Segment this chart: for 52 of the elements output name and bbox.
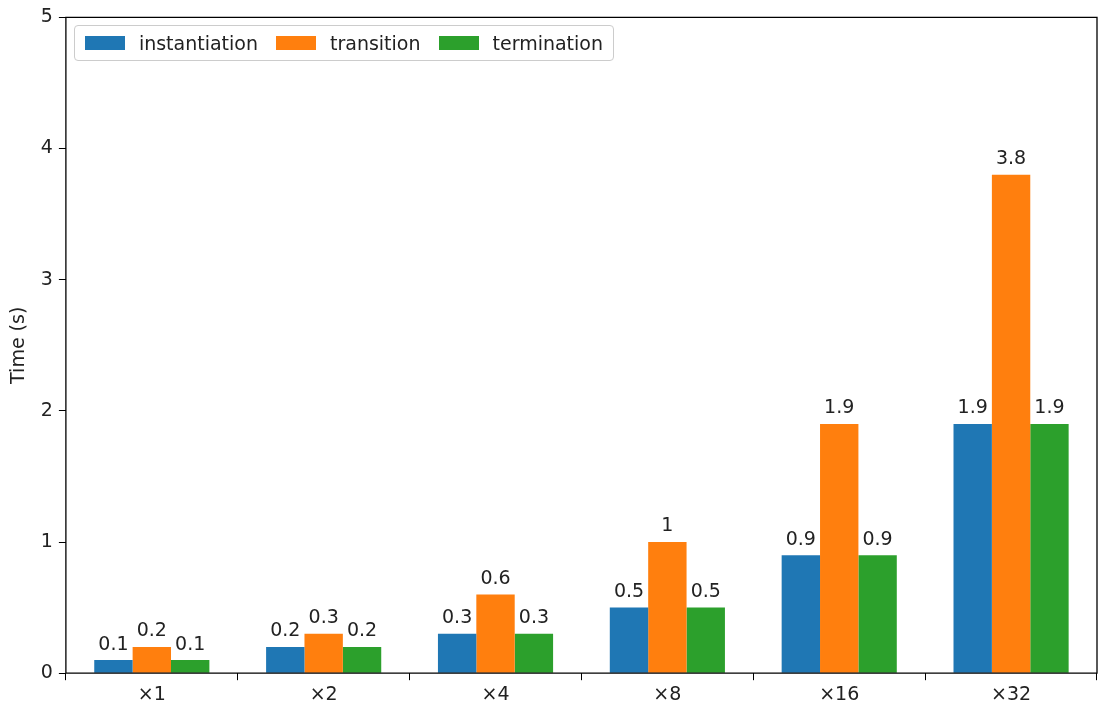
x-tick-label: ×32 <box>991 681 1032 704</box>
data-label: 0.3 <box>442 605 473 628</box>
bar <box>858 555 897 673</box>
data-label: 1.9 <box>824 395 855 418</box>
y-axis-title: Time (s) <box>6 306 29 385</box>
x-tick-label: ×4 <box>481 681 510 704</box>
y-tick-label: 5 <box>40 4 53 27</box>
bar <box>609 607 649 673</box>
data-label: 0.3 <box>518 605 550 628</box>
x-tick-label: ×1 <box>137 681 166 704</box>
legend-label: instantiation <box>138 32 258 55</box>
data-label: 1 <box>661 513 674 536</box>
bar <box>304 633 343 673</box>
bar <box>437 633 477 673</box>
data-label: 1.9 <box>1034 395 1065 418</box>
y-tick-label: 0 <box>40 660 53 683</box>
x-tick-label: ×8 <box>653 681 682 704</box>
bar <box>132 646 171 673</box>
y-tick-label: 1 <box>40 528 53 551</box>
data-label: 0.2 <box>346 618 378 641</box>
legend-label: termination <box>492 32 604 55</box>
y-tick-label: 3 <box>40 266 53 289</box>
bar <box>1030 424 1069 673</box>
data-label: 1.9 <box>957 395 988 418</box>
data-label: 0.5 <box>613 579 645 602</box>
bar <box>991 174 1031 673</box>
bar <box>266 646 305 673</box>
x-tick-label: ×16 <box>819 681 860 704</box>
data-label: 3.8 <box>995 146 1027 169</box>
data-label: 0.6 <box>480 565 511 588</box>
bar <box>648 542 687 673</box>
bar <box>820 424 859 673</box>
bar <box>94 660 133 673</box>
data-label: 0.3 <box>308 605 339 628</box>
data-label: 0.2 <box>270 618 301 641</box>
y-tick-label: 2 <box>40 397 53 420</box>
bar <box>953 424 992 673</box>
bar <box>476 594 515 673</box>
bar <box>171 660 210 673</box>
data-label: 0.2 <box>136 618 167 641</box>
data-label: 0.9 <box>785 526 816 549</box>
x-tick-label: ×2 <box>309 681 338 704</box>
bar <box>514 633 554 673</box>
bar <box>686 607 725 673</box>
y-tick-label: 4 <box>40 135 53 158</box>
bar <box>342 646 382 673</box>
data-label: 0.1 <box>175 631 206 654</box>
bar <box>781 555 821 673</box>
data-label: 0.5 <box>690 579 721 602</box>
legend-label: transition <box>330 32 421 55</box>
data-label: 0.1 <box>98 631 129 654</box>
data-label: 0.9 <box>862 526 893 549</box>
